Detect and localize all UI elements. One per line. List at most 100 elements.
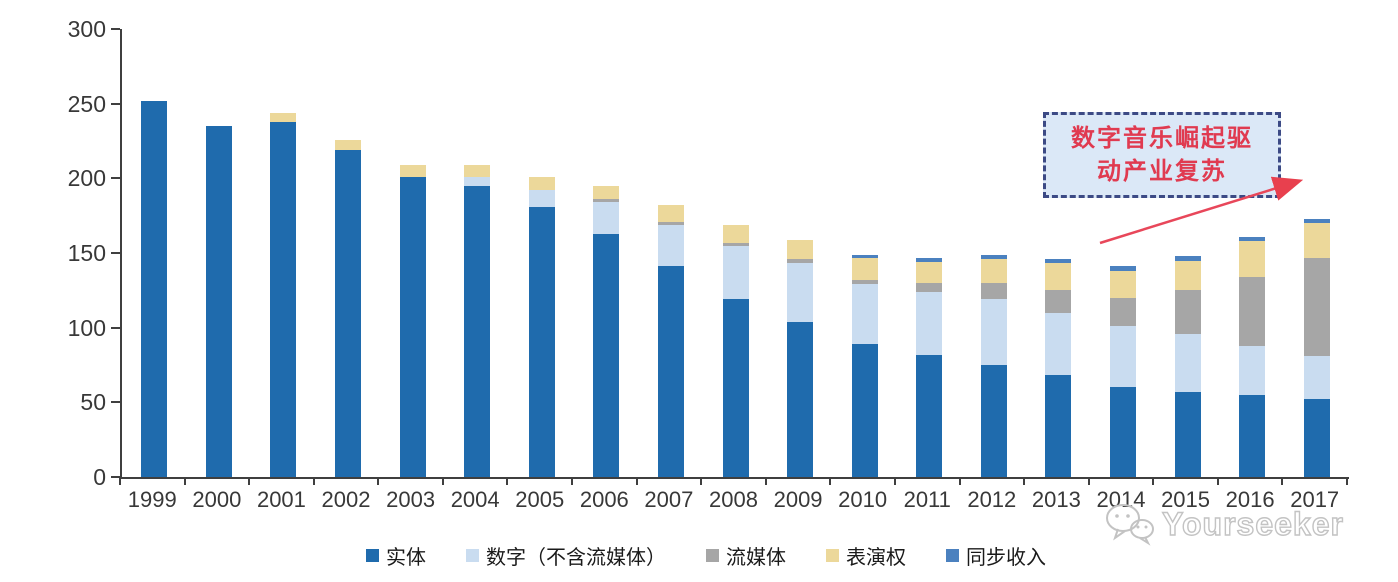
bar-segment [851, 254, 878, 258]
x-axis-tick-mark [441, 477, 444, 485]
y-axis-tick-mark [111, 28, 120, 30]
bar-segment [980, 299, 1007, 365]
bar-segment [722, 299, 749, 477]
x-axis-tick-mark [1346, 477, 1348, 485]
y-axis-tick-label: 150 [67, 240, 106, 266]
stacked-bar-2011 [916, 257, 943, 477]
stacked-bar-2005 [528, 176, 555, 477]
bar-segment [528, 190, 555, 207]
y-axis-tick-label: 0 [93, 464, 106, 490]
y-axis-tick-label: 300 [67, 16, 106, 42]
x-axis-tick-mark [312, 477, 315, 485]
x-axis-tick-mark [958, 477, 961, 485]
bar-segment [528, 176, 555, 191]
bar-segment [916, 291, 943, 355]
bar-segment [399, 176, 426, 477]
bar-segment [1174, 333, 1201, 392]
bar-segment [1239, 394, 1266, 477]
stacked-bar-2001 [270, 112, 297, 477]
stacked-bar-2003 [399, 164, 426, 477]
stacked-bar-2008 [722, 224, 749, 477]
annotation-text-line2: 动产业复苏 [1097, 158, 1227, 185]
bar-segment [1239, 276, 1266, 346]
bar-segment [657, 221, 684, 225]
bar-segment [657, 266, 684, 477]
x-axis-tick-label: 2002 [321, 487, 371, 512]
x-axis-tick-label: 2011 [903, 487, 951, 512]
x-axis-tick-label: 2007 [644, 487, 694, 512]
x-axis-tick-label: 2001 [256, 487, 306, 512]
x-axis-tick-label: 1999 [127, 487, 177, 512]
bar-segment [722, 242, 749, 246]
y-axis-tick-label: 100 [67, 314, 106, 341]
digital-swatch-icon [466, 549, 479, 562]
bar-segment [787, 239, 814, 259]
x-axis-tick-label: 2010 [838, 487, 888, 512]
bar-segment [916, 354, 943, 477]
bar-segment [916, 282, 943, 292]
bar-segment [1303, 257, 1330, 357]
x-axis-tick-label: 2017 [1290, 487, 1340, 512]
bar-segment [787, 263, 814, 322]
bar-segment [1174, 290, 1201, 334]
legend-label-streaming: 流媒体 [726, 547, 786, 569]
x-axis-tick-mark [119, 477, 121, 485]
stacked-bar-2000 [205, 126, 232, 477]
x-axis-tick-label: 2006 [579, 487, 629, 512]
bar-segment [1239, 345, 1266, 395]
bar-segment [335, 149, 362, 477]
bar-segment [980, 258, 1007, 283]
x-axis-tick-mark [635, 477, 638, 485]
y-axis-tick-mark [111, 326, 120, 329]
bar-segment [851, 284, 878, 345]
y-axis-tick-label: 50 [80, 389, 106, 416]
bar-segment [916, 257, 943, 262]
x-axis-tick-mark [700, 477, 703, 485]
y-axis-tick-mark [111, 177, 120, 180]
stacked-bar-2014 [1109, 266, 1136, 477]
wechat-icon [1106, 504, 1154, 546]
performance-swatch-icon [826, 549, 839, 562]
bar-segment [980, 282, 1007, 300]
bar-segment [787, 259, 814, 264]
legend-item-digital: 数字（不含流媒体） [466, 541, 666, 570]
legend: 实体 数字（不含流媒体） 流媒体 表演权 同步收入 [0, 541, 1398, 570]
bar-segment [593, 202, 620, 234]
bar-segment [657, 224, 684, 267]
bar-segment [399, 164, 426, 177]
y-axis-tick-label: 250 [67, 90, 106, 117]
bar-segment [1045, 312, 1072, 376]
bar-segment [1109, 297, 1136, 327]
bar-segment [593, 199, 620, 203]
bar-segment [1303, 356, 1330, 400]
x-axis-tick-label: 2014 [1096, 487, 1146, 512]
bar-segment [270, 112, 297, 122]
x-axis-tick-label: 2008 [709, 487, 758, 512]
x-axis-tick-mark [377, 477, 380, 485]
bar-segment [464, 185, 491, 477]
bar-segment [722, 245, 749, 300]
x-axis-tick-mark [1216, 477, 1219, 485]
legend-label-digital: 数字（不含流媒体） [486, 547, 666, 569]
y-axis-tick-mark [111, 401, 120, 404]
x-axis-tick-mark [506, 477, 509, 485]
stacked-bar-2017 [1303, 218, 1330, 477]
legend-label-performance: 表演权 [846, 547, 906, 569]
bar-segment [787, 321, 814, 477]
x-axis-tick-mark [571, 477, 574, 485]
annotation-callout: 数字音乐崛起驱 动产业复苏 [1043, 112, 1281, 198]
streaming-swatch-icon [706, 549, 719, 562]
bar-segment [1239, 241, 1266, 277]
x-axis-tick-mark [829, 477, 832, 485]
bar-segment [1109, 387, 1136, 477]
x-axis-tick-label: 2009 [773, 487, 823, 512]
x-axis-tick-label: 2004 [450, 487, 500, 512]
bar-segment [1174, 260, 1201, 291]
bar-segment [593, 185, 620, 200]
legend-item-sync: 同步收入 [946, 541, 1046, 570]
stacked-bar-2016 [1239, 236, 1266, 477]
bar-segment [464, 164, 491, 177]
bar-segment [464, 176, 491, 186]
stacked-bar-2015 [1174, 256, 1201, 477]
